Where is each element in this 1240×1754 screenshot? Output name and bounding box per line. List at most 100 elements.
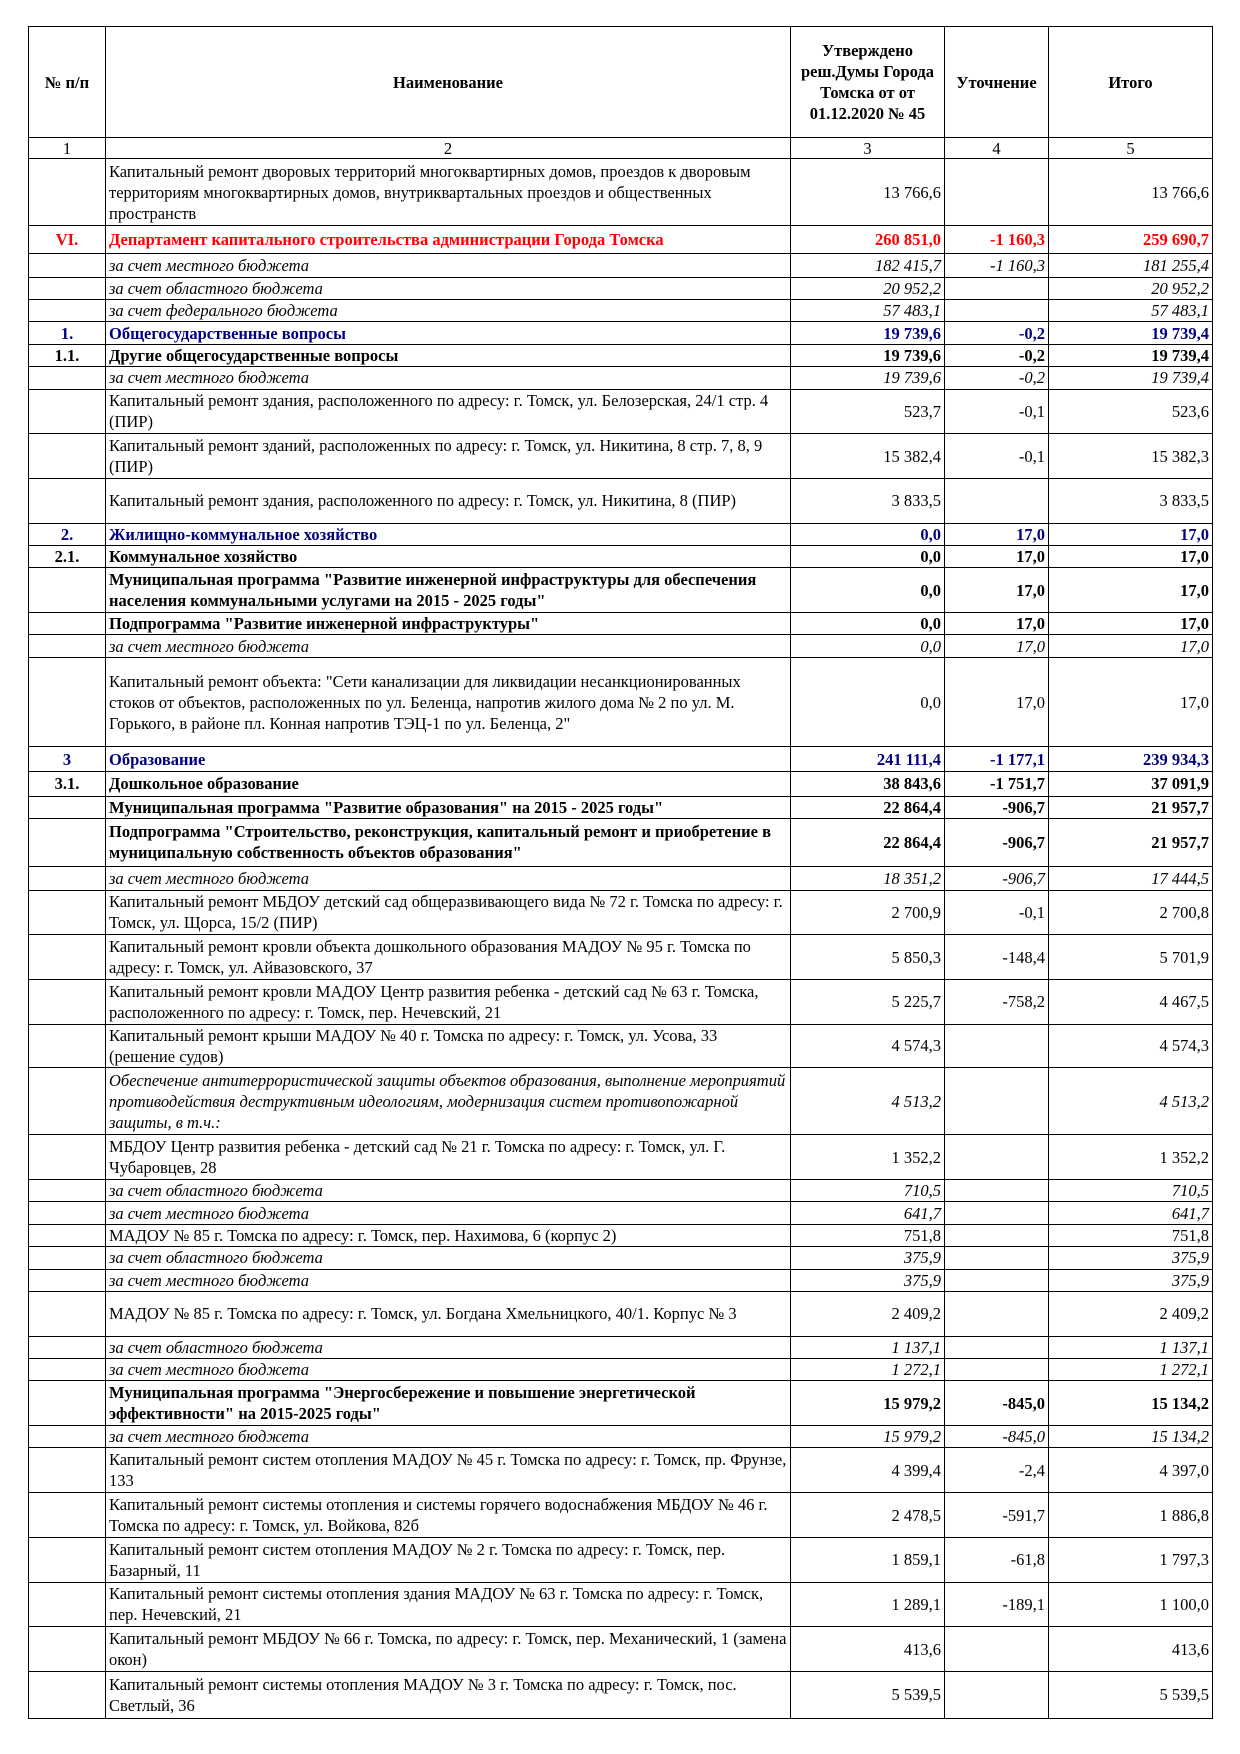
row-name: за счет местного бюджета xyxy=(105,1425,791,1449)
row-number xyxy=(28,1536,106,1583)
row-number xyxy=(28,866,106,891)
row-number xyxy=(28,477,106,524)
header-row: № п/п Наименование Утверждено реш.Думы Г… xyxy=(28,26,1213,138)
row-number: 2.1. xyxy=(28,544,106,569)
header-number: № п/п xyxy=(28,26,106,138)
adjustment-value: -0,1 xyxy=(944,388,1049,435)
approved-value: 241 111,4 xyxy=(790,746,945,772)
row-name: Коммунальное хозяйство xyxy=(105,544,791,569)
row-number xyxy=(28,1290,106,1337)
total-value: 4 513,2 xyxy=(1048,1067,1213,1136)
row-number xyxy=(28,1380,106,1427)
column-index: 3 xyxy=(790,137,945,159)
adjustment-value: -1 177,1 xyxy=(944,746,1049,772)
row-number: 3.1. xyxy=(28,770,106,797)
row-name: Муниципальная программа "Развитие инжене… xyxy=(105,567,791,614)
row-name: за счет областного бюджета xyxy=(105,1178,791,1203)
table-row: МАДОУ № 85 г. Томска по адресу: г. Томск… xyxy=(28,1223,1213,1248)
table-row: МАДОУ № 85 г. Томска по адресу: г. Томск… xyxy=(28,1290,1213,1337)
row-number: 1. xyxy=(28,321,106,345)
total-value: 15 382,3 xyxy=(1048,433,1213,479)
row-name: Капитальный ремонт системы отопления МАД… xyxy=(105,1670,791,1719)
table-body: Капитальный ремонт дворовых территорий м… xyxy=(28,157,1213,1719)
table-row: Капитальный ремонт дворовых территорий м… xyxy=(28,157,1213,227)
row-number xyxy=(28,934,106,980)
table-row: за счет местного бюджета 0,0 17,0 17,0 xyxy=(28,634,1213,658)
approved-value: 19 739,6 xyxy=(790,366,945,390)
header-approved: Утверждено реш.Думы Города Томска от от … xyxy=(790,26,945,138)
table-row: Капитальный ремонт объекта: "Сети канали… xyxy=(28,656,1213,748)
row-number xyxy=(28,1357,106,1382)
row-name: Капитальный ремонт зданий, расположенных… xyxy=(105,433,791,479)
adjustment-value xyxy=(944,1670,1049,1719)
adjustment-value: -845,0 xyxy=(944,1425,1049,1449)
row-name: за счет областного бюджета xyxy=(105,276,791,300)
approved-value: 15 382,4 xyxy=(790,433,945,479)
adjustment-value: -189,1 xyxy=(944,1581,1049,1628)
approved-value: 523,7 xyxy=(790,388,945,435)
table-row: Капитальный ремонт кровли МАДОУ Центр ра… xyxy=(28,978,1213,1025)
row-number: VI. xyxy=(28,225,106,255)
row-number xyxy=(28,1335,106,1360)
approved-value: 1 137,1 xyxy=(790,1335,945,1360)
total-value: 710,5 xyxy=(1048,1178,1213,1203)
adjustment-value: 17,0 xyxy=(944,656,1049,748)
adjustment-value: -591,7 xyxy=(944,1492,1049,1538)
total-value: 19 739,4 xyxy=(1048,321,1213,345)
column-index-row: 1 2 3 4 5 xyxy=(28,137,1213,159)
row-number xyxy=(28,795,106,819)
row-number xyxy=(28,1134,106,1180)
row-name: Дошкольное образование xyxy=(105,770,791,797)
table-row: за счет областного бюджета 1 137,1 1 137,1 xyxy=(28,1335,1213,1360)
row-name: за счет местного бюджета xyxy=(105,1357,791,1382)
row-name: Общегосударственные вопросы xyxy=(105,321,791,345)
adjustment-value xyxy=(944,1023,1049,1069)
adjustment-value: -906,7 xyxy=(944,795,1049,819)
approved-value: 2 700,9 xyxy=(790,889,945,936)
row-name: за счет местного бюджета xyxy=(105,1201,791,1225)
adjustment-value xyxy=(944,1246,1049,1270)
table-row: 2. Жилищно-коммунальное хозяйство 0,0 17,0 1… xyxy=(28,522,1213,547)
row-number xyxy=(28,1246,106,1270)
adjustment-value xyxy=(944,1626,1049,1672)
row-name: Капитальный ремонт системы отопления зда… xyxy=(105,1581,791,1628)
total-value: 1 797,3 xyxy=(1048,1536,1213,1583)
row-number xyxy=(28,433,106,479)
approved-value: 0,0 xyxy=(790,522,945,547)
table-row: Капитальный ремонт здания, расположенног… xyxy=(28,388,1213,435)
table-row: Муниципальная программа "Развитие инжене… xyxy=(28,567,1213,614)
adjustment-value xyxy=(944,477,1049,524)
row-number xyxy=(28,276,106,300)
adjustment-value: -0,2 xyxy=(944,366,1049,390)
approved-value: 375,9 xyxy=(790,1268,945,1292)
approved-value: 5 539,5 xyxy=(790,1670,945,1719)
budget-table: № п/п Наименование Утверждено реш.Думы Г… xyxy=(28,26,1213,1719)
total-value: 20 952,2 xyxy=(1048,276,1213,300)
approved-value: 710,5 xyxy=(790,1178,945,1203)
row-name: за счет местного бюджета xyxy=(105,1268,791,1292)
adjustment-value: 17,0 xyxy=(944,522,1049,547)
adjustment-value: -1 751,7 xyxy=(944,770,1049,797)
approved-value: 3 833,5 xyxy=(790,477,945,524)
row-number xyxy=(28,612,106,636)
adjustment-value: -0,2 xyxy=(944,343,1049,368)
approved-value: 0,0 xyxy=(790,544,945,569)
total-value: 641,7 xyxy=(1048,1201,1213,1225)
row-name: Жилищно-коммунальное хозяйство xyxy=(105,522,791,547)
approved-value: 15 979,2 xyxy=(790,1380,945,1427)
total-value: 19 739,4 xyxy=(1048,343,1213,368)
total-value: 21 957,7 xyxy=(1048,795,1213,819)
total-value: 1 100,0 xyxy=(1048,1581,1213,1628)
row-number: 2. xyxy=(28,522,106,547)
row-name: за счет местного бюджета xyxy=(105,366,791,390)
total-value: 15 134,2 xyxy=(1048,1380,1213,1427)
row-name: Капитальный ремонт здания, расположенног… xyxy=(105,477,791,524)
adjustment-value: -758,2 xyxy=(944,978,1049,1025)
total-value: 239 934,3 xyxy=(1048,746,1213,772)
adjustment-value: 17,0 xyxy=(944,612,1049,636)
header-total: Итого xyxy=(1048,26,1213,138)
row-name: Капитальный ремонт дворовых территорий м… xyxy=(105,157,791,227)
row-name: Капитальный ремонт здания, расположенног… xyxy=(105,388,791,435)
row-name: за счет областного бюджета xyxy=(105,1335,791,1360)
total-value: 17 444,5 xyxy=(1048,866,1213,891)
